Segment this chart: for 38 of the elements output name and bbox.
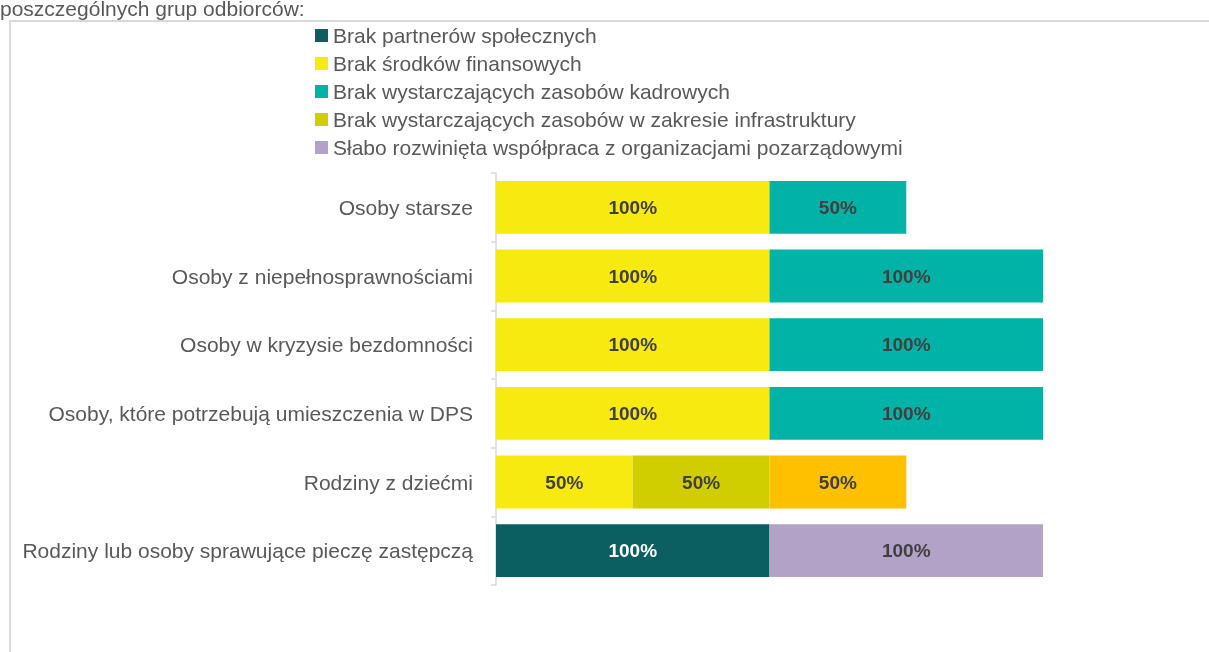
y-tick-label: Osoby, które potrzebują umieszczenia w DPS (48, 401, 473, 425)
data-label: 50% (682, 471, 721, 493)
y-tick-label: Osoby starsze (338, 195, 473, 219)
bar (496, 180, 770, 234)
text: poszczególnych grup odbiorców: (0, 0, 305, 21)
bar (496, 386, 770, 440)
bar (496, 524, 770, 578)
data-label: 50% (818, 196, 857, 218)
bar (496, 455, 633, 509)
bar (769, 180, 907, 234)
legend-label: Brak wystarczających zasobów w zakresie infrastruktury (333, 108, 857, 131)
y-tick-label: Rodziny z dziećmi (303, 470, 473, 494)
data-label: 50% (545, 471, 584, 493)
data-label: 100% (608, 196, 658, 218)
data-label: 100% (608, 402, 658, 424)
data-label: 100% (608, 265, 658, 287)
bar (769, 386, 1043, 440)
y-tick-label: Osoby w kryzysie bezdomności (180, 333, 473, 357)
data-label: 50% (818, 471, 857, 493)
legend-label: Brak wystarczających zasobów kadrowych (333, 80, 730, 103)
legend-label: Brak środków finansowych (333, 52, 582, 75)
y-tick-label: Osoby z niepełnosprawnościami (171, 264, 473, 288)
bar (769, 455, 907, 509)
data-label: 100% (881, 540, 931, 562)
legend-label: Słabo rozwinięta współpraca z organizacjami pozarządowymi (333, 136, 903, 159)
data-label: 100% (881, 334, 931, 356)
bar (769, 249, 1043, 303)
data-label: 100% (881, 402, 931, 424)
bar (769, 318, 1043, 372)
legend-label: Brak partnerów społecznych (333, 24, 597, 47)
data-label: 100% (608, 540, 658, 562)
y-tick-label: Rodziny lub osoby sprawujące pieczę zastępczą (22, 539, 474, 563)
data-label: 100% (881, 265, 931, 287)
data-label: 100% (608, 334, 658, 356)
bar (496, 249, 770, 303)
bar (632, 455, 770, 509)
bar (496, 318, 770, 372)
bar (769, 524, 1043, 578)
